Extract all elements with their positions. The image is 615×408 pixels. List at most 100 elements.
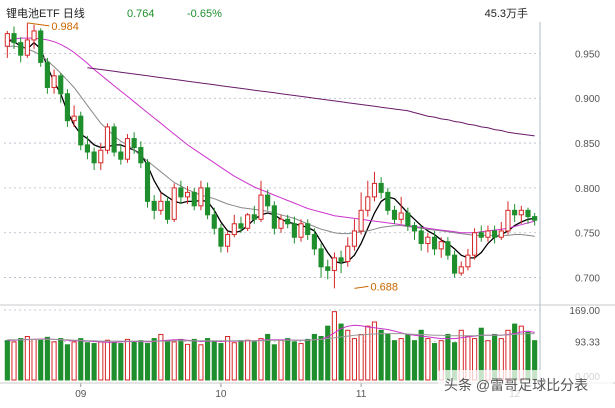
volume-bar-up (371, 321, 378, 381)
volume-bar-up (258, 338, 264, 381)
candle-up (51, 75, 57, 88)
candle-up (472, 232, 478, 256)
candle-up (184, 191, 191, 198)
candle-down (512, 209, 518, 216)
candle-down (271, 205, 277, 229)
volume-bar-down (218, 343, 224, 381)
candle-up (331, 257, 337, 271)
candle-up (104, 126, 111, 151)
annotation-leader (27, 22, 50, 27)
candle-down (418, 230, 424, 245)
candle-down (378, 182, 384, 193)
volume-bar-down (305, 338, 311, 381)
candle-up (198, 187, 204, 207)
volume-bar-up (358, 333, 364, 381)
volume-bar-down (191, 338, 197, 381)
volume-bar-down (44, 336, 50, 381)
candle-down (478, 232, 484, 238)
price-gridlines (4, 52, 540, 278)
volume-bar-up (11, 341, 17, 381)
volume-bar-up (298, 343, 304, 381)
volume-bar-up (245, 339, 251, 381)
volume-bar-up (365, 325, 371, 381)
candle-down (18, 42, 24, 56)
volume-bar-down (385, 333, 391, 381)
volume-tick-label: 93.33 (575, 337, 600, 348)
volume-bar-up (31, 338, 37, 381)
candle-down (445, 241, 451, 256)
volume-bar-up (71, 341, 77, 381)
candle-up (458, 266, 464, 274)
candle-down (338, 257, 344, 262)
volume-bar-down (411, 340, 418, 381)
volume-bar-up (24, 336, 30, 381)
candle-down (311, 234, 317, 250)
candle-down (78, 115, 84, 146)
volume-bar-down (338, 323, 344, 381)
price-tick-label: 0.800 (575, 184, 600, 195)
candle-down (111, 126, 117, 153)
candle-up (158, 200, 164, 211)
volume-bar-up (351, 338, 358, 381)
candle-up (465, 254, 471, 268)
moving-average-ma_mid (7, 45, 535, 237)
chart-title: 锂电池ETF 日线 (6, 6, 85, 20)
candle-down (265, 194, 271, 207)
volume-bar-up (184, 343, 191, 381)
candle-up (398, 212, 404, 220)
volume-bar-down (178, 338, 184, 381)
price-tick-label: 0.750 (575, 229, 600, 240)
price-tick-label: 0.700 (575, 274, 600, 285)
volume-bar-down (265, 333, 271, 381)
volume-bar-up (158, 333, 164, 381)
volume-bar-down (378, 329, 384, 381)
volume-bar-down (285, 338, 291, 381)
volume-bar-down (18, 338, 24, 381)
volume-bar-up (198, 344, 204, 381)
volume-bar-down (164, 340, 171, 381)
volume-bar-down (391, 340, 398, 381)
candle-up (358, 209, 364, 232)
volume-bar-down (205, 338, 211, 381)
candle-down (131, 138, 137, 149)
volume-bar-up (278, 339, 284, 381)
candle-down (91, 151, 97, 164)
candle-down (84, 144, 91, 153)
candle-up (31, 30, 37, 41)
candle-up (171, 187, 177, 220)
volume-bar-down (325, 325, 331, 381)
candle-down (285, 218, 291, 225)
moving-average-ma_longest (87, 67, 535, 137)
candle-down (318, 248, 324, 268)
volume-total: 45.3万手 (485, 6, 528, 20)
date-tick-label: 11 (356, 389, 367, 400)
candle-down (532, 216, 538, 221)
candle-down (151, 200, 157, 211)
candlestick-series (4, 22, 538, 289)
volume-bar-up (231, 342, 237, 381)
volume-bar-up (171, 341, 177, 381)
volume-bar-down (405, 333, 411, 381)
price-tick-label: 0.850 (575, 139, 600, 150)
volume-gridlines (4, 309, 540, 342)
volume-bar-down (91, 343, 97, 381)
price-change: -0.65% (187, 8, 222, 20)
candle-down (44, 61, 50, 88)
candle-down (11, 33, 17, 44)
candle-down (251, 214, 257, 220)
volume-bar-up (398, 338, 404, 381)
volume-tick-label: 169.00 (569, 306, 600, 317)
volume-bar-down (131, 341, 137, 381)
candle-down (385, 191, 391, 211)
volume-bar-down (311, 333, 317, 381)
candle-up (231, 223, 237, 236)
volume-bar-down (418, 329, 424, 381)
candle-up (498, 230, 504, 238)
candle-down (58, 75, 64, 95)
candle-down (492, 230, 498, 238)
volume-bar-down (64, 344, 70, 381)
candle-up (371, 182, 378, 198)
candle-down (38, 30, 44, 63)
volume-bar-down (291, 341, 297, 381)
